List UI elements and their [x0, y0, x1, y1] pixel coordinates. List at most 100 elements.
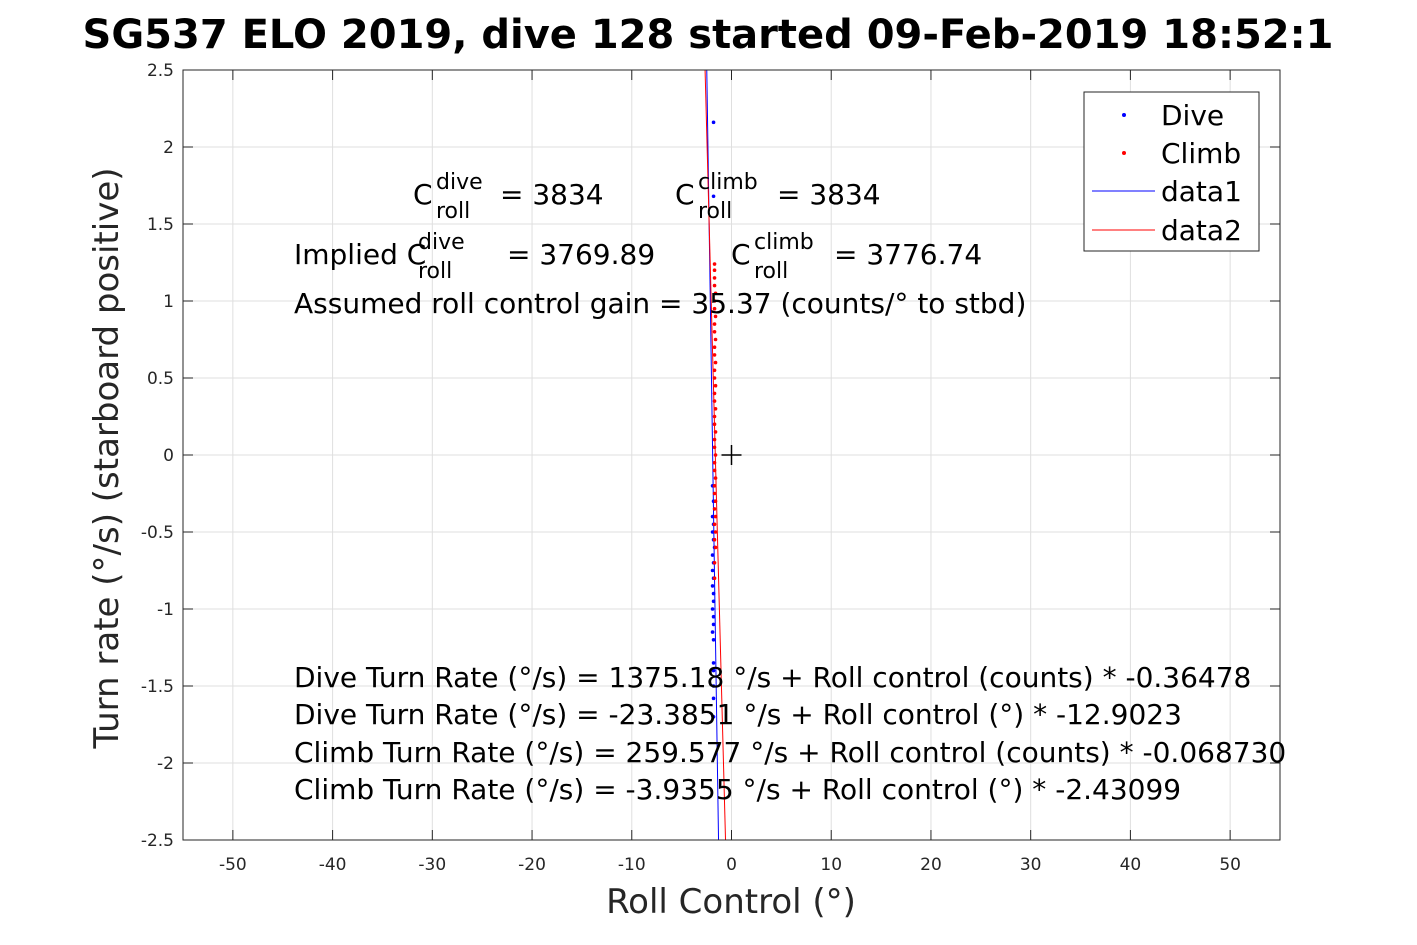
climb-point [713, 545, 718, 550]
x-axis-label: Roll Control (°) [606, 882, 856, 922]
x-tick-label: 20 [920, 855, 942, 875]
legend-entry-dive: Dive [1161, 99, 1224, 132]
legend-entry-climb: Climb [1161, 137, 1241, 170]
x-tick-label: -10 [618, 855, 646, 875]
equation-climb-degrees: Climb Turn Rate (°/s) = -3.9355 °/s + Ro… [294, 773, 1181, 806]
legend-entry-data1: data1 [1161, 175, 1242, 208]
climb-point [712, 561, 717, 565]
dive-point [711, 614, 716, 619]
dive-point [711, 684, 716, 688]
implied-prefix: Implied C [294, 238, 426, 271]
dive-point [711, 696, 716, 701]
climb-point [713, 383, 718, 388]
x-tick-label: -30 [418, 855, 446, 875]
legend-swatch-dive [1122, 113, 1126, 117]
dive-point [710, 568, 715, 573]
climb-point [712, 537, 717, 542]
dive-point [710, 530, 715, 534]
c-climb-label: C [675, 178, 695, 211]
chart-title: SG537 ELO 2019, dive 128 started 09-Feb-… [83, 12, 1334, 58]
tick-marks [183, 69, 1280, 841]
dive-point [710, 607, 715, 611]
climb-point [712, 299, 717, 303]
climb-point [713, 453, 718, 457]
implied-climb-prefix: C [731, 238, 751, 271]
climb-point [712, 507, 717, 511]
y-tick-label: 2 [163, 138, 174, 158]
climb-point [713, 291, 718, 296]
y-tick-label: 0 [163, 446, 174, 466]
y-tick-label: 0.5 [147, 369, 174, 389]
legend-swatch-climb [1122, 151, 1126, 155]
climb-point [712, 268, 717, 273]
y-axis-label: Turn rate (°/s) (starboard positive) [87, 167, 127, 749]
equation-dive-degrees: Dive Turn Rate (°/s) = -23.3851 °/s + Ro… [294, 698, 1182, 731]
dive-point [710, 514, 715, 519]
c-dive-prefix: C [413, 178, 433, 211]
c-climb-sub: roll [698, 199, 732, 224]
equation-dive-counts: Dive Turn Rate (°/s) = 1375.18 °/s + Rol… [294, 661, 1251, 694]
y-tick-label: 1.5 [147, 215, 174, 235]
climb-point [712, 276, 717, 280]
climb-point [712, 322, 717, 326]
c-dive-sup: dive [436, 170, 483, 195]
dive-point [711, 599, 716, 604]
climb-point [712, 391, 717, 396]
implied-climb-value: = 3776.74 [834, 238, 982, 271]
climb-point [712, 345, 717, 350]
dive-point [710, 553, 715, 557]
climb-point [713, 430, 718, 434]
climb-point [712, 468, 717, 473]
c-climb-value: = 3834 [777, 178, 881, 211]
dive-point [711, 194, 716, 199]
climb-point [712, 306, 717, 311]
legend-entry-data2: data2 [1161, 214, 1242, 247]
climb-point [712, 376, 717, 380]
climb-point [712, 422, 717, 427]
x-tick-label: -40 [319, 855, 347, 875]
dive-point [711, 591, 716, 596]
x-tick-label: 10 [820, 855, 842, 875]
climb-point [712, 460, 717, 465]
x-tick-labels: -50 -40 -30 -20 -10 0 10 20 30 40 50 [219, 855, 1241, 875]
gain-annotation: Assumed roll control gain = 35.37 (count… [294, 287, 1026, 320]
x-tick-label: 0 [726, 855, 737, 875]
roll-coefficient-annotations: C dive roll = 3834 C climb roll = 3834 I… [294, 170, 1286, 806]
legend-box [1083, 91, 1260, 252]
dive-point [711, 661, 716, 665]
legend: Dive Climb data1 data2 [1083, 91, 1260, 252]
climb-point [712, 414, 717, 419]
origin-marker [721, 445, 742, 465]
c-climb-sup: climb [698, 170, 758, 195]
climb-point [713, 360, 718, 365]
y-tick-label: 2.5 [147, 61, 174, 81]
y-tick-label: -1 [157, 600, 174, 620]
dive-point [710, 630, 715, 634]
dive-point [711, 638, 716, 642]
x-tick-label: 50 [1219, 855, 1241, 875]
c-climb-prefix: C [675, 178, 695, 211]
climb-point [712, 437, 717, 442]
x-tick-label: -20 [518, 855, 546, 875]
climb-point [713, 314, 718, 319]
x-tick-label: -50 [219, 855, 247, 875]
equation-climb-counts: Climb Turn Rate (°/s) = 259.577 °/s + Ro… [294, 736, 1286, 769]
dive-point [711, 622, 716, 627]
dive-point [711, 715, 716, 719]
climb-point [712, 283, 717, 288]
y-tick-labels: -2.5 -2 -1.5 -1 -0.5 0 0.5 1 1.5 2 2.5 [141, 61, 174, 851]
climb-point [712, 330, 717, 334]
implied-dive-value: = 3769.89 [507, 238, 655, 271]
y-tick-label: 1 [163, 292, 174, 312]
y-tick-label: -2 [157, 754, 174, 774]
implied-climb-sub: roll [754, 259, 788, 284]
c-dive-label: C [413, 178, 433, 211]
climb-point [712, 262, 717, 266]
c-dive-sub: roll [436, 199, 470, 224]
climb-point [713, 407, 718, 411]
dive-point [710, 584, 715, 588]
implied-dive-sup: dive [418, 230, 465, 255]
climb-point [713, 337, 718, 342]
climb-point [712, 445, 717, 450]
